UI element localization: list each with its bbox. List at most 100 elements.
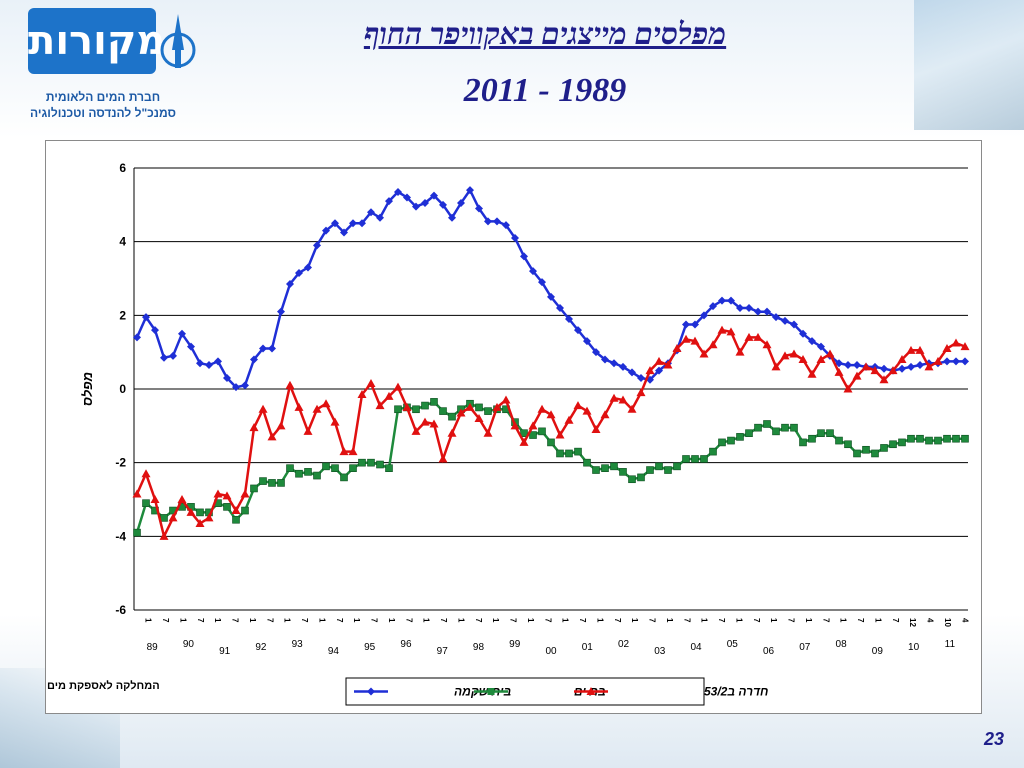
x-tick-label: 1	[769, 618, 778, 623]
data-point	[871, 449, 879, 458]
data-point	[357, 390, 367, 399]
data-point	[312, 404, 322, 413]
x-year-label: 11	[945, 639, 956, 650]
x-tick-label: 1	[873, 618, 882, 623]
data-point	[637, 473, 645, 482]
data-point	[619, 468, 627, 476]
data-point	[843, 384, 853, 393]
y-tick-label: 0	[119, 382, 126, 396]
data-point	[646, 466, 654, 474]
data-point	[682, 320, 690, 329]
data-point	[250, 484, 258, 493]
data-point	[744, 332, 754, 341]
data-point	[655, 366, 663, 375]
data-point	[582, 406, 592, 415]
data-point	[619, 362, 627, 371]
data-point	[213, 489, 223, 498]
data-point	[627, 404, 637, 413]
data-point	[186, 507, 196, 516]
data-point	[448, 412, 456, 421]
data-point	[475, 403, 483, 412]
data-point	[303, 426, 313, 435]
data-point	[925, 436, 933, 445]
data-point	[447, 428, 457, 437]
data-point	[331, 464, 339, 472]
data-point	[961, 357, 969, 366]
y-axis-label: מפלס	[80, 372, 95, 406]
data-point	[421, 401, 429, 410]
y-tick-label: 6	[119, 161, 126, 175]
data-point	[880, 364, 888, 373]
data-point	[897, 355, 907, 364]
data-point	[943, 357, 951, 366]
data-point	[916, 434, 924, 443]
data-point	[222, 491, 232, 500]
data-point	[250, 355, 258, 364]
data-point	[808, 434, 816, 443]
data-point	[718, 438, 726, 447]
data-point	[142, 313, 150, 322]
data-point	[358, 219, 366, 228]
data-point	[268, 344, 276, 353]
x-tick-label: 1	[700, 618, 709, 623]
data-point	[862, 445, 870, 454]
data-point	[592, 348, 600, 357]
data-point	[691, 320, 699, 329]
data-point	[465, 402, 475, 411]
x-tick-label: 1	[352, 618, 361, 623]
data-point	[196, 359, 204, 368]
data-point	[574, 447, 582, 456]
data-point	[907, 362, 915, 371]
data-point	[898, 364, 906, 373]
logo-subtitle-1: חברת המים הלאומית	[45, 90, 161, 104]
data-point	[510, 421, 520, 430]
data-point	[583, 337, 591, 346]
data-point	[771, 362, 781, 371]
data-point	[187, 342, 195, 351]
data-point	[609, 393, 619, 402]
data-point	[861, 362, 871, 371]
data-point	[736, 303, 744, 312]
data-point	[277, 479, 285, 487]
data-point	[691, 455, 699, 463]
data-point	[961, 434, 969, 443]
y-tick-label: -2	[115, 456, 126, 470]
data-point	[456, 408, 466, 417]
data-point	[528, 421, 538, 430]
data-point	[556, 449, 564, 458]
data-point	[654, 356, 664, 365]
series-line	[135, 400, 965, 533]
x-tick-label: 7	[231, 618, 240, 623]
data-point	[636, 388, 646, 397]
x-year-label: 91	[219, 646, 231, 657]
x-year-label: 10	[908, 642, 920, 653]
data-point	[762, 340, 772, 349]
x-year-label: 05	[727, 639, 739, 650]
legend-box	[345, 677, 705, 706]
x-tick-label: 1	[422, 618, 431, 623]
x-year-label: 08	[836, 639, 848, 650]
data-point	[844, 440, 852, 449]
data-point	[475, 204, 483, 213]
data-point	[268, 479, 276, 487]
x-tick-label: 7	[404, 618, 413, 623]
data-point	[159, 531, 169, 540]
data-point	[709, 447, 717, 456]
data-point	[610, 359, 618, 368]
data-point	[501, 395, 511, 404]
x-tick-label: 1	[178, 618, 187, 623]
data-point	[349, 464, 357, 472]
x-tick-label: 4	[926, 618, 935, 623]
data-point	[600, 410, 610, 419]
data-point	[763, 307, 771, 316]
data-point	[915, 345, 925, 354]
x-tick-label: 1	[456, 618, 465, 623]
data-point	[826, 429, 834, 438]
data-point	[807, 369, 817, 378]
data-point	[520, 429, 528, 438]
x-year-label: 93	[292, 639, 304, 650]
data-point	[834, 367, 844, 376]
data-point	[132, 489, 142, 498]
data-point	[429, 419, 439, 428]
data-point	[835, 436, 843, 445]
